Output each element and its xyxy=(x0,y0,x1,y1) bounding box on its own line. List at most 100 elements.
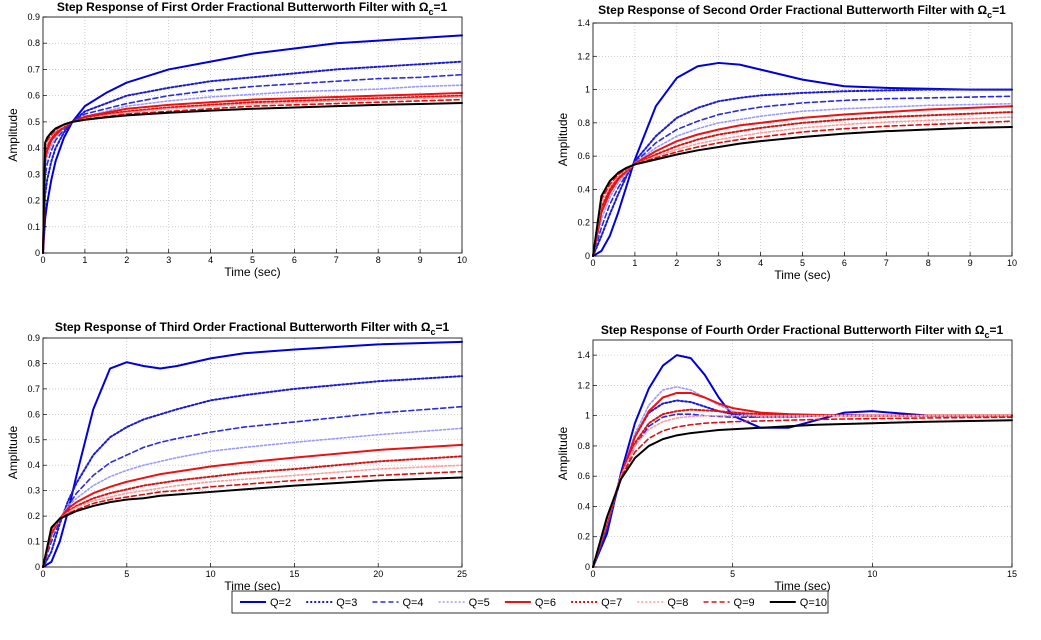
x-tick-label: 4 xyxy=(208,255,213,265)
y-tick-label: 0.6 xyxy=(27,409,40,419)
series-line-q-3 xyxy=(42,60,463,254)
y-tick-label: 0.6 xyxy=(577,151,590,161)
x-tick-label: 0 xyxy=(40,255,45,265)
legend-item: Q=4 xyxy=(372,597,424,609)
series-line-q-6 xyxy=(42,92,463,254)
chart-title: Step Response of Fourth Order Fractional… xyxy=(601,323,1004,340)
series-line-q-5 xyxy=(592,102,1013,257)
x-tick-label: 2 xyxy=(124,255,129,265)
chart-panel-3: Step Response of Third Order Fractional … xyxy=(6,320,467,593)
y-tick-label: 0.4 xyxy=(577,184,590,194)
x-tick-label: 1 xyxy=(82,255,87,265)
x-tick-label: 4 xyxy=(758,258,763,268)
series-line-q-5 xyxy=(42,427,463,568)
y-tick-label: 0.5 xyxy=(27,117,40,127)
x-tick-label: 8 xyxy=(376,255,381,265)
x-tick-label: 2 xyxy=(674,258,679,268)
legend-item: Q=10 xyxy=(769,597,827,609)
y-tick-label: 0 xyxy=(585,251,590,261)
legend-label: Q=7 xyxy=(601,597,622,609)
x-tick-label: 5 xyxy=(250,255,255,265)
y-tick-label: 0.6 xyxy=(27,91,40,101)
series-line-q-6 xyxy=(42,443,463,568)
y-tick-label: 1 xyxy=(585,85,590,95)
plot-area xyxy=(43,338,462,567)
y-tick-label: 0.4 xyxy=(577,501,590,511)
y-tick-label: 0.9 xyxy=(27,12,40,22)
series-line-q-8 xyxy=(592,414,1013,568)
y-tick-label: 0.3 xyxy=(27,486,40,496)
plot-area xyxy=(593,340,1012,567)
x-tick-label: 5 xyxy=(730,569,735,579)
y-tick-label: 0.2 xyxy=(577,532,590,542)
chart-panel-4: Step Response of Fourth Order Fractional… xyxy=(556,323,1017,593)
y-tick-label: 1.4 xyxy=(577,350,590,360)
series-line-q-5 xyxy=(42,84,463,254)
y-axis-label: Amplitude xyxy=(556,427,570,481)
y-tick-label: 0.3 xyxy=(27,169,40,179)
x-axis-label: Time (sec) xyxy=(774,579,830,593)
y-tick-label: 0 xyxy=(35,562,40,572)
y-tick-label: 0.2 xyxy=(27,196,40,206)
x-tick-label: 10 xyxy=(457,255,467,265)
x-tick-label: 5 xyxy=(800,258,805,268)
y-tick-label: 0.7 xyxy=(27,384,40,394)
x-tick-label: 3 xyxy=(166,255,171,265)
y-axis-label: Amplitude xyxy=(6,108,20,162)
legend-item: Q=3 xyxy=(306,597,357,609)
x-tick-label: 5 xyxy=(124,569,129,579)
x-axis-label: Time (sec) xyxy=(774,268,830,282)
y-tick-label: 0.1 xyxy=(27,222,40,232)
legend-label: Q=9 xyxy=(734,597,755,609)
series-line-q-7 xyxy=(42,94,463,254)
y-tick-label: 1.2 xyxy=(577,380,590,390)
x-tick-label: 0 xyxy=(590,258,595,268)
series-line-q-6 xyxy=(592,105,1013,257)
y-tick-label: 0.2 xyxy=(577,218,590,228)
legend-item: Q=9 xyxy=(703,597,755,609)
series-line-q-2 xyxy=(42,340,463,568)
chart-title: Step Response of Second Order Fractional… xyxy=(598,3,1006,20)
y-tick-label: 0.7 xyxy=(27,64,40,74)
x-tick-label: 10 xyxy=(206,569,216,579)
y-tick-label: 0.8 xyxy=(27,358,40,368)
plot-area xyxy=(593,23,1012,256)
y-tick-label: 0.4 xyxy=(27,143,40,153)
x-tick-label: 20 xyxy=(373,569,383,579)
y-axis-label: Amplitude xyxy=(6,426,20,480)
series-line-q-3 xyxy=(592,88,1013,257)
y-tick-label: 0.9 xyxy=(27,333,40,343)
series-line-q-2 xyxy=(42,34,463,254)
legend-item: Q=6 xyxy=(504,597,556,609)
x-tick-label: 9 xyxy=(968,258,973,268)
legend-label: Q=8 xyxy=(667,597,688,609)
legend-item: Q=2 xyxy=(240,597,291,609)
x-tick-label: 7 xyxy=(884,258,889,268)
chart-panel-2: Step Response of Second Order Fractional… xyxy=(556,3,1017,282)
x-tick-label: 15 xyxy=(289,569,299,579)
series-line-q-8 xyxy=(592,116,1013,257)
x-tick-label: 10 xyxy=(1007,258,1017,268)
y-tick-label: 1.4 xyxy=(577,18,590,28)
series-line-q-10 xyxy=(42,102,463,254)
x-tick-label: 1 xyxy=(632,258,637,268)
series-line-q-8 xyxy=(42,96,463,254)
series-line-q-4 xyxy=(592,95,1013,257)
x-tick-label: 15 xyxy=(1007,569,1017,579)
x-tick-label: 6 xyxy=(842,258,847,268)
x-tick-label: 6 xyxy=(292,255,297,265)
legend-label: Q=3 xyxy=(336,597,357,609)
y-tick-label: 0.8 xyxy=(577,118,590,128)
y-tick-label: 0.4 xyxy=(27,460,40,470)
chart-title: Step Response of Third Order Fractional … xyxy=(55,320,450,337)
axes-frame xyxy=(592,339,1013,568)
series-line-q-2 xyxy=(592,61,1013,257)
series-line-q-10 xyxy=(42,476,463,568)
y-tick-label: 0 xyxy=(35,248,40,258)
x-axis-label: Time (sec) xyxy=(224,265,280,279)
legend-item: Q=8 xyxy=(637,597,688,609)
y-tick-label: 0.5 xyxy=(27,435,40,445)
y-tick-label: 0 xyxy=(585,562,590,572)
chart-title: Step Response of First Order Fractional … xyxy=(57,0,448,17)
legend-label: Q=4 xyxy=(402,597,423,609)
